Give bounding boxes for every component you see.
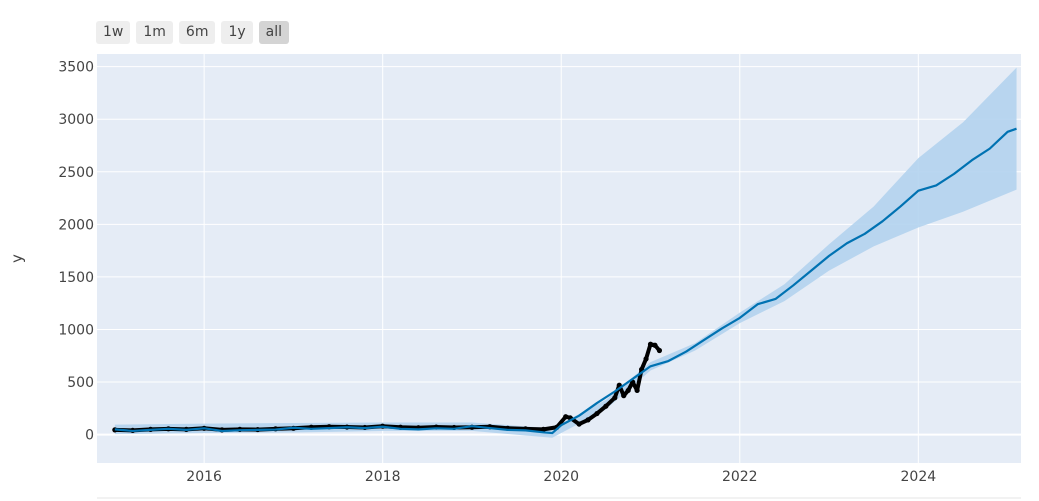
x-tick-label: 2022: [722, 469, 758, 485]
x-tick-label: 2016: [186, 469, 222, 485]
x-tick-label: 2018: [365, 469, 401, 485]
observed-point: [594, 410, 600, 417]
x-tick-label: 2024: [901, 469, 937, 485]
observed-point: [656, 347, 663, 354]
x-tick-label: 2020: [543, 469, 579, 485]
observed-point: [643, 356, 649, 362]
plot-area: [97, 54, 1021, 463]
range-button-6m[interactable]: 6m: [178, 21, 216, 44]
y-tick-label: 3000: [58, 112, 94, 128]
observed-point: [621, 393, 627, 399]
observed-point: [603, 403, 609, 409]
y-axis-title: y: [8, 254, 26, 263]
y-tick-label: 2000: [58, 217, 94, 233]
observed-point: [652, 342, 658, 348]
x-axis: 2016 2018 2020 2022 2024: [186, 469, 936, 485]
y-tick-label: 3500: [58, 60, 94, 76]
range-button-1y[interactable]: 1y: [221, 21, 253, 44]
observed-point: [612, 395, 618, 401]
uncertainty-area: [114, 67, 1017, 438]
range-button-1w[interactable]: 1w: [96, 21, 131, 44]
forecast-line: [114, 127, 1017, 435]
observed-point: [634, 387, 640, 394]
range-selector: 1w 1m 6m 1y all: [96, 21, 290, 45]
forecast-series: [114, 127, 1017, 435]
observed-point: [585, 417, 591, 423]
observed-point: [576, 421, 582, 427]
range-button-all[interactable]: all: [258, 21, 290, 44]
y-tick-label: 0: [85, 428, 94, 444]
y-tick-label: 1000: [58, 322, 94, 338]
y-axis: 0 500 1000 1500 2000 2500 3000 3500: [58, 60, 94, 444]
observed-point: [625, 387, 631, 394]
observed-point: [563, 414, 569, 420]
observed-point: [647, 341, 654, 347]
observed-point: [540, 426, 546, 432]
range-button-1m[interactable]: 1m: [136, 21, 173, 44]
uncertainty-band: [114, 67, 1017, 438]
y-tick-label: 500: [67, 375, 94, 391]
y-tick-label: 2500: [58, 165, 94, 181]
y-tick-label: 1500: [58, 270, 94, 286]
